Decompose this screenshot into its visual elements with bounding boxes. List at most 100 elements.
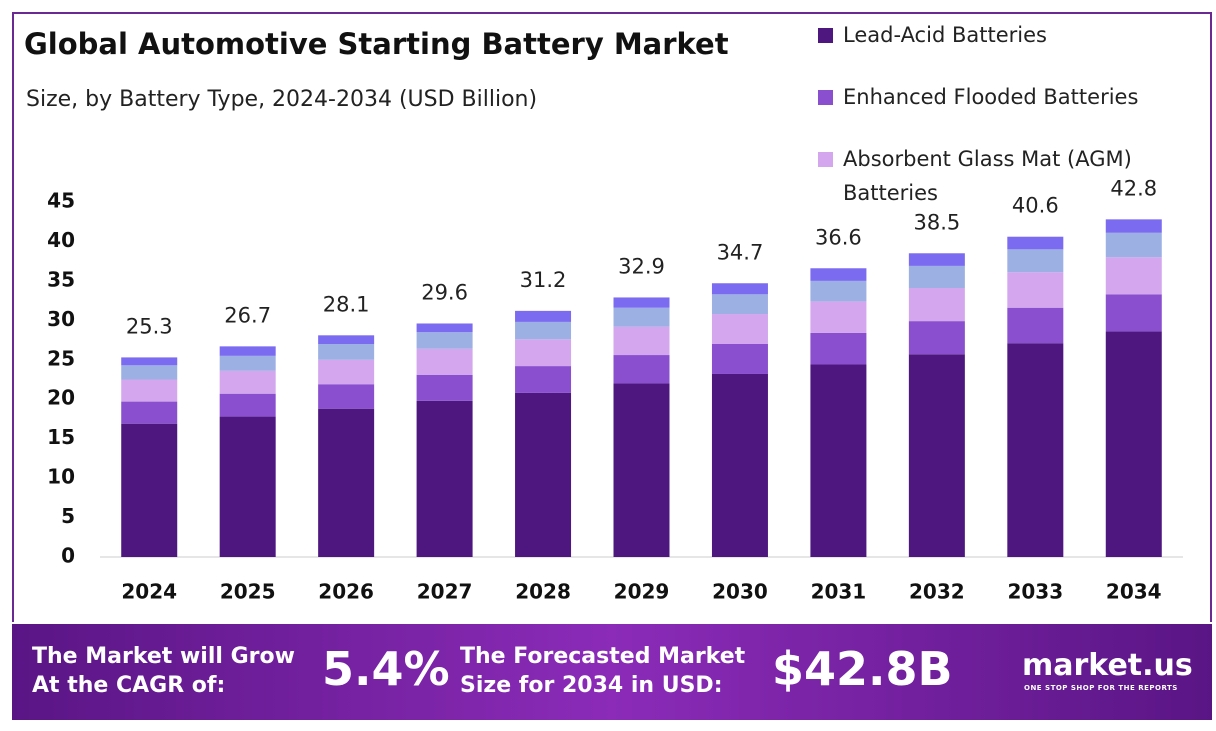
legend-label: Absorbent Glass Mat (AGM) Batteries — [843, 147, 1132, 205]
total-label: 32.9 — [618, 254, 665, 278]
y-tick-label: 20 — [47, 386, 75, 410]
bar-segment — [416, 323, 473, 333]
chart-subtitle: Size, by Battery Type, 2024-2034 (USD Bi… — [26, 87, 537, 112]
total-label: 40.6 — [1012, 194, 1059, 218]
legend-item: Absorbent Glass Mat (AGM) Batteries — [818, 142, 1178, 210]
y-tick-label: 15 — [47, 425, 75, 449]
bar-segment — [810, 268, 867, 281]
bar-segment — [416, 400, 473, 557]
bar-segment — [219, 370, 276, 394]
bar-segment — [515, 321, 572, 340]
x-tick-label: 2030 — [712, 580, 768, 604]
bar-segment — [613, 355, 670, 384]
bar-segment — [318, 335, 375, 344]
y-tick-label: 5 — [61, 504, 75, 528]
x-tick-label: 2034 — [1106, 580, 1162, 604]
bar-segment — [1007, 272, 1064, 308]
bar-segment — [1105, 232, 1162, 258]
bar-segment — [711, 373, 768, 557]
legend-swatch — [818, 152, 833, 167]
bar-segment — [908, 321, 965, 355]
bar-segment — [613, 383, 670, 557]
y-tick-label: 40 — [47, 228, 75, 252]
bar-segment — [908, 265, 965, 288]
bar-segment — [613, 307, 670, 327]
bar-segment — [1007, 307, 1064, 344]
bar-segment — [1007, 343, 1064, 557]
x-tick-label: 2024 — [121, 580, 177, 604]
bar-segment — [219, 416, 276, 557]
tagline: ONE STOP SHOP FOR THE REPORTS — [1024, 684, 1178, 692]
total-label: 29.6 — [421, 280, 468, 304]
y-tick-label: 45 — [47, 189, 75, 213]
forecast-line: Size for 2034 in USD: — [460, 673, 723, 698]
legend-label: Enhanced Flooded Batteries — [843, 85, 1139, 109]
forecast-value: $42.8B — [772, 642, 953, 696]
footer: The Market will Grow At the CAGR of: 5.4… — [12, 624, 1212, 720]
bar-segment — [515, 339, 572, 367]
bar-segment — [908, 354, 965, 557]
bar-segment — [416, 374, 473, 401]
bar-segment — [711, 294, 768, 315]
bar-segment — [908, 287, 965, 322]
bar-segment — [121, 401, 178, 424]
chart: Global Automotive Starting Battery Marke… — [24, 27, 1183, 604]
x-tick-label: 2032 — [909, 580, 965, 604]
legend-swatch — [818, 90, 833, 105]
bar-segment — [908, 253, 965, 266]
bar-segment — [810, 301, 867, 333]
x-tick-label: 2027 — [417, 580, 473, 604]
bar-segment — [1105, 294, 1162, 332]
cagr-line: At the CAGR of: — [32, 673, 226, 698]
bar-segment — [219, 355, 276, 371]
bar-segment — [121, 379, 178, 402]
y-tick-label: 10 — [47, 465, 75, 489]
bar-segment — [318, 408, 375, 557]
total-label: 28.1 — [323, 292, 370, 316]
y-tick-label: 0 — [61, 544, 75, 568]
bar-segment — [515, 310, 572, 322]
y-tick-label: 25 — [47, 346, 75, 370]
bar-segment — [219, 393, 276, 417]
bar-segment — [219, 346, 276, 356]
bar-segment — [810, 332, 867, 365]
legend-item: Enhanced Flooded Batteries — [818, 80, 1178, 114]
y-tick-label: 30 — [47, 307, 75, 331]
bar-segment — [318, 359, 375, 385]
total-label: 42.8 — [1110, 176, 1157, 200]
bar-segment — [613, 297, 670, 308]
x-tick-label: 2026 — [318, 580, 374, 604]
bar-segment — [121, 423, 178, 557]
bar-segment — [318, 384, 375, 409]
bar-segment — [810, 280, 867, 302]
chart-frame — [12, 12, 1212, 622]
legend-swatch — [818, 28, 833, 43]
bar-segment — [613, 326, 670, 356]
legend-label: Lead-Acid Batteries — [843, 23, 1047, 47]
total-label: 34.7 — [717, 240, 764, 264]
cagr-text: The Market will Grow At the CAGR of: — [32, 642, 295, 700]
bar-segment — [121, 357, 178, 366]
bar-segment — [810, 364, 867, 557]
bar-segment — [1007, 236, 1064, 250]
total-label: 38.5 — [913, 210, 960, 234]
total-label: 25.3 — [126, 314, 173, 338]
bar-segment — [416, 332, 473, 349]
total-label: 36.6 — [815, 225, 862, 249]
forecast-text: The Forecasted Market Size for 2034 in U… — [460, 642, 745, 700]
total-label: 31.2 — [520, 268, 567, 292]
bar-segment — [1007, 249, 1064, 273]
cagr-value: 5.4% — [322, 642, 450, 696]
bar-segment — [1105, 219, 1162, 233]
bar-segment — [1105, 257, 1162, 295]
bar-segment — [711, 344, 768, 374]
x-tick-label: 2033 — [1007, 580, 1063, 604]
total-label: 26.7 — [224, 303, 271, 327]
x-tick-label: 2031 — [811, 580, 867, 604]
x-tick-label: 2028 — [515, 580, 571, 604]
bar-segment — [318, 344, 375, 360]
bar-segment — [416, 348, 473, 375]
bar-segment — [515, 392, 572, 557]
y-tick-label: 35 — [47, 267, 75, 291]
